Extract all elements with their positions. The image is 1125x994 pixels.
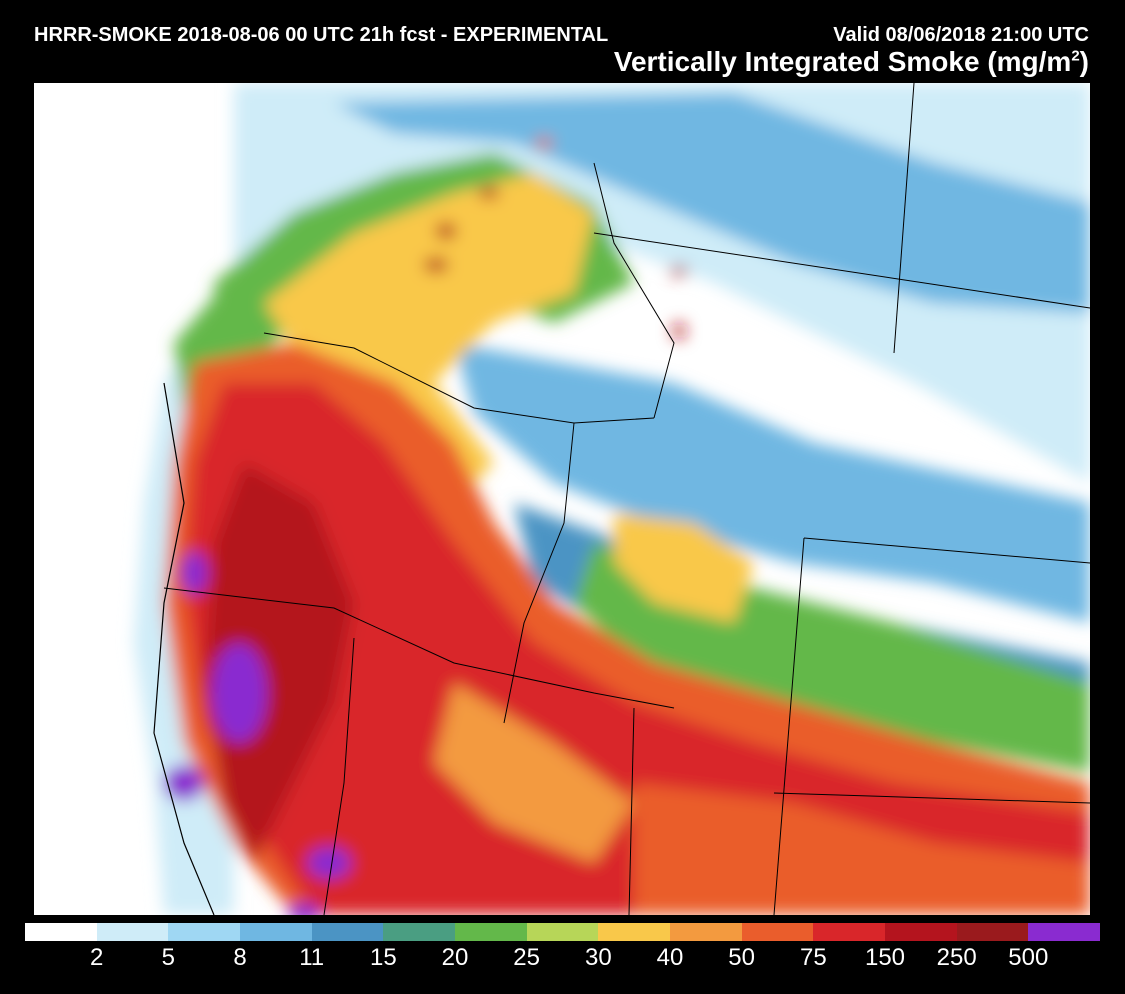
colorbar-tick-label: 500 — [1008, 944, 1049, 971]
smoke-map — [34, 83, 1090, 915]
colorbar-segment — [670, 923, 742, 941]
colorbar-tick-label: 25 — [513, 944, 541, 971]
colorbar-tick-label: 30 — [584, 944, 612, 971]
colorbar-tick-label: 11 — [299, 944, 325, 971]
product-title-end: ) — [1079, 46, 1089, 77]
product-title: Vertically Integrated Smoke (mg/m2) — [614, 46, 1089, 78]
colorbar-tick-label: 15 — [369, 944, 397, 971]
smoke-field — [134, 83, 1090, 915]
colorbar — [25, 923, 1101, 941]
colorbar-segment — [311, 923, 384, 941]
colorbar-tick-label: 50 — [728, 944, 756, 971]
colorbar-segment — [240, 923, 312, 941]
colorbar-segment — [598, 923, 671, 941]
valid-time: Valid 08/06/2018 21:00 UTC — [833, 24, 1089, 46]
smoke-map-svg — [34, 83, 1090, 915]
colorbar-tick-label: 75 — [799, 944, 827, 971]
product-unit-exponent: 2 — [1071, 47, 1080, 65]
colorbar-labels: 2 5 8 11 15 20 25 30 40 50 75 150 250 500 — [25, 944, 1100, 976]
boundary-lines — [153, 83, 1090, 915]
colorbar-segment — [455, 923, 527, 941]
colorbar-tick-label: 40 — [656, 944, 684, 971]
colorbar-segment — [1028, 923, 1101, 941]
colorbar-segment — [25, 923, 97, 941]
colorbar-segment — [813, 923, 886, 941]
product-title-text: Vertically Integrated Smoke (mg/m — [613, 46, 1072, 77]
colorbar-segment — [885, 923, 957, 941]
colorbar-tick-label: 250 — [936, 944, 977, 971]
colorbar-tick-label: 8 — [233, 944, 247, 971]
colorbar-tick-label: 20 — [441, 944, 469, 971]
colorbar-tick-label: 2 — [89, 944, 104, 971]
colorbar-tick-label: 150 — [864, 944, 906, 971]
colorbar-segment — [168, 923, 241, 941]
colorbar-segment — [383, 923, 456, 941]
run-title: HRRR-SMOKE 2018-08-06 00 UTC 21h fcst - … — [34, 24, 609, 46]
colorbar-segment — [96, 923, 169, 941]
colorbar-segment — [526, 923, 599, 941]
colorbar-segment — [956, 923, 1029, 941]
colorbar-segment — [741, 923, 814, 941]
colorbar-tick-label: 5 — [161, 944, 176, 971]
